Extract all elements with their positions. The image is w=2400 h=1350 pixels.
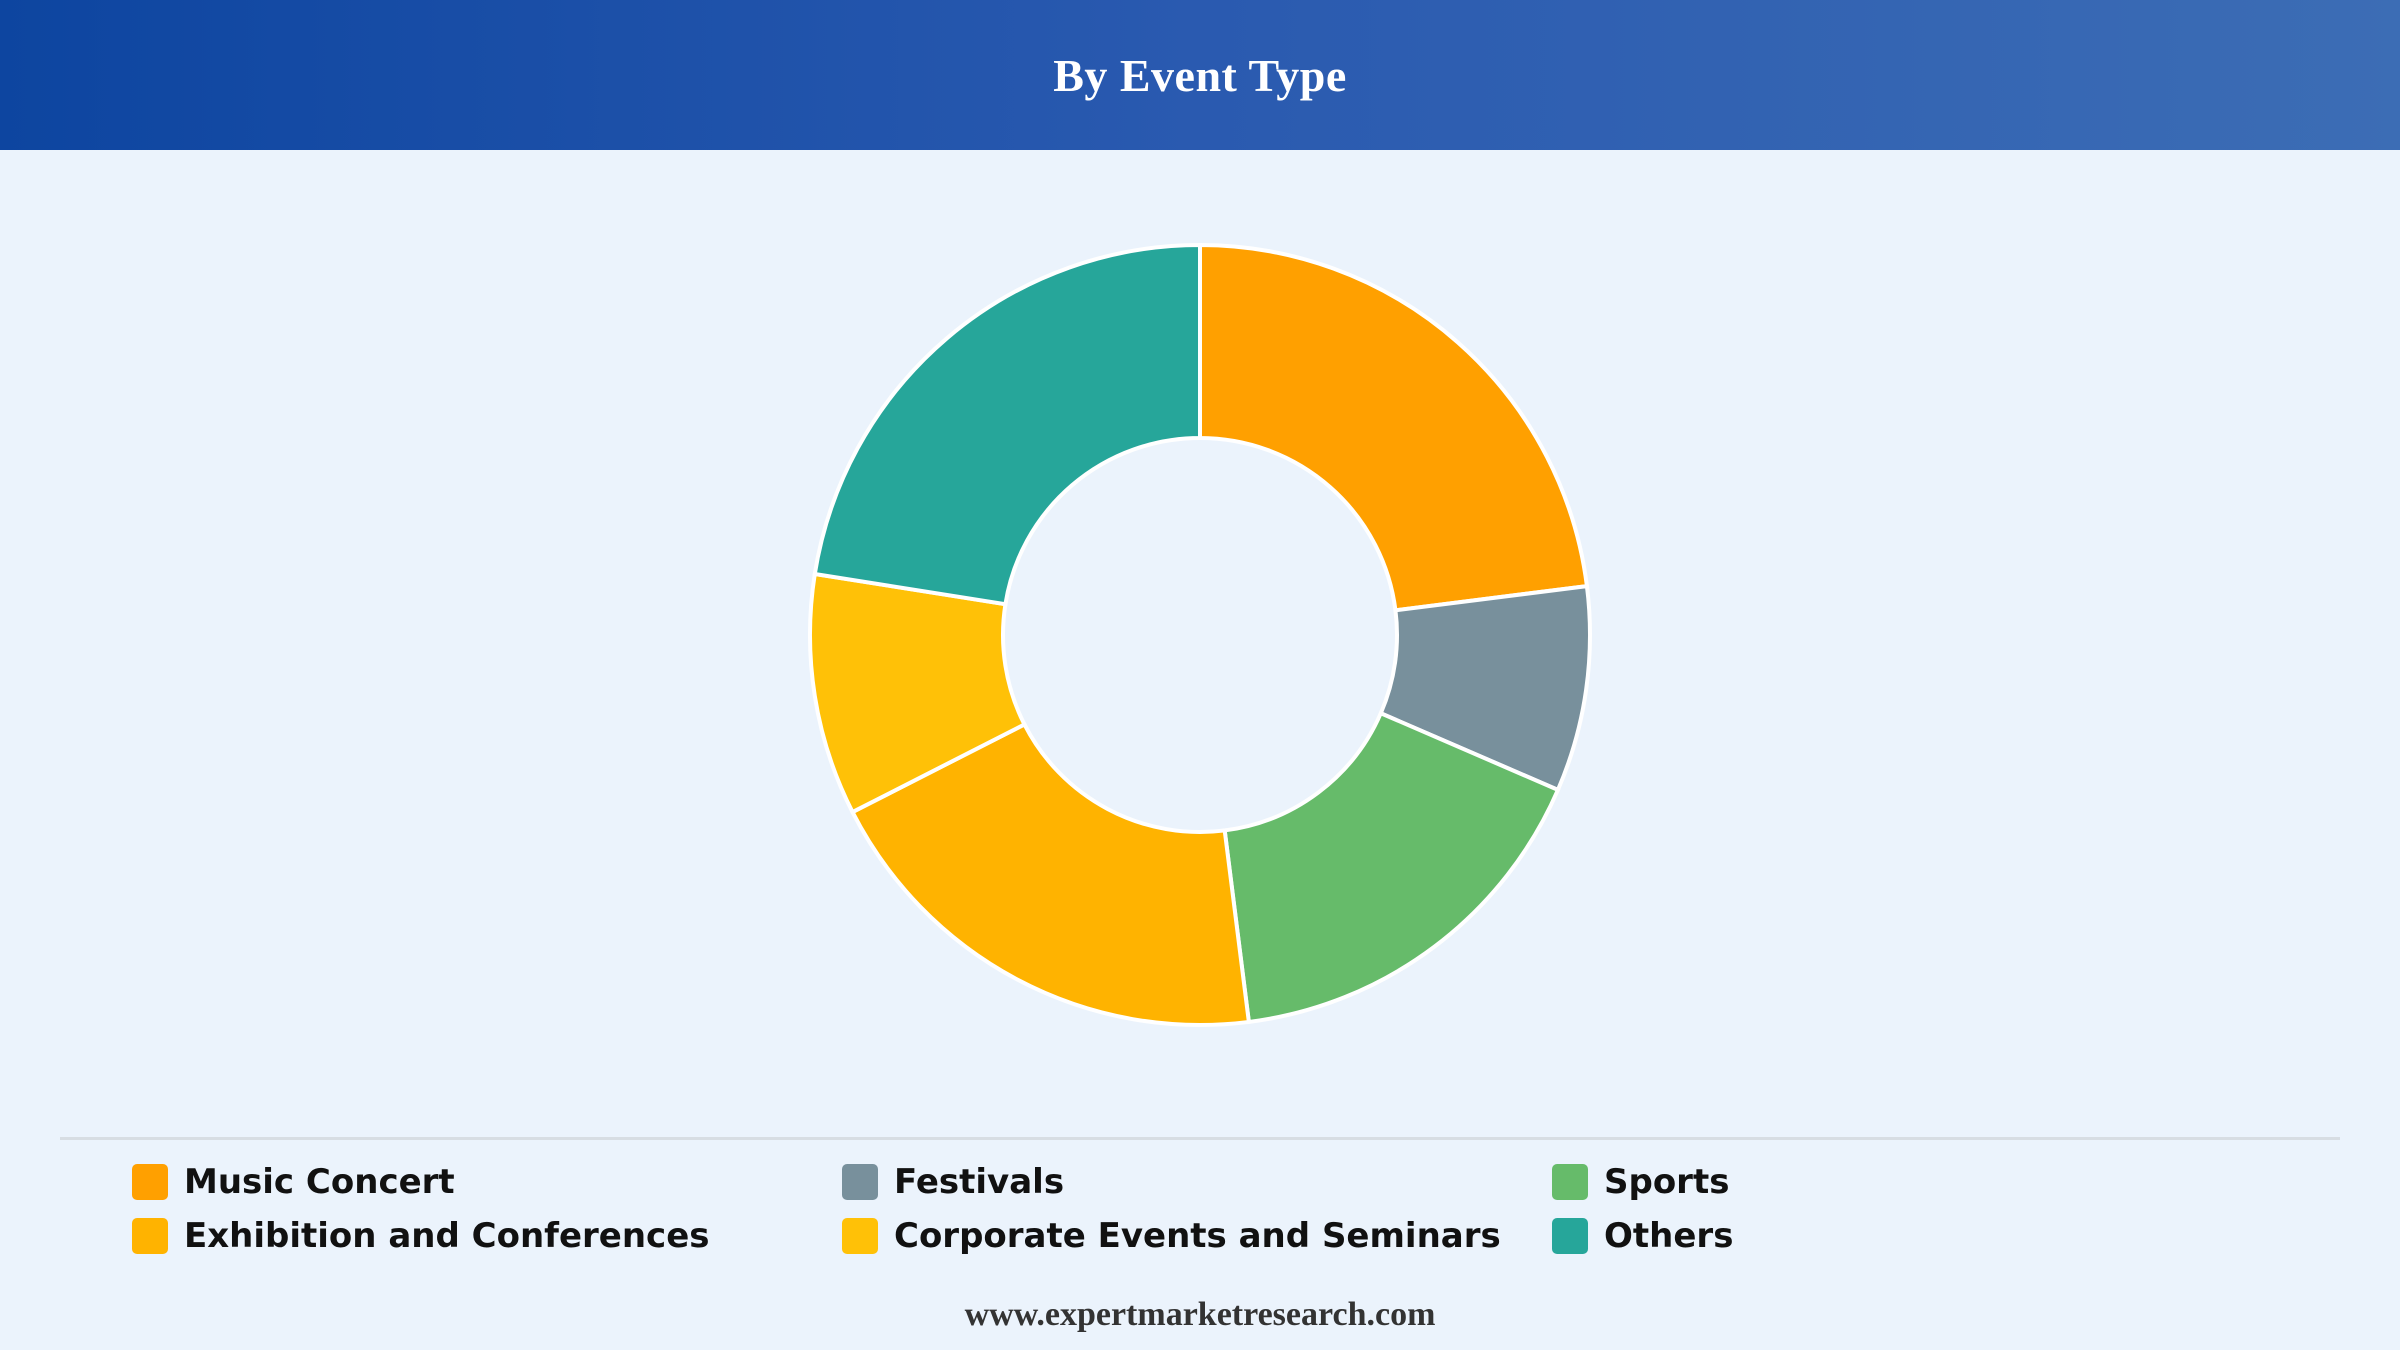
chart-title: By Event Type xyxy=(1053,49,1347,101)
legend-swatch xyxy=(1552,1164,1588,1200)
legend-label: Sports xyxy=(1604,1162,1730,1202)
legend-swatch xyxy=(132,1164,168,1200)
legend-label: Festivals xyxy=(894,1162,1065,1202)
legend-label: Exhibition and Conferences xyxy=(184,1216,710,1256)
donut-slice-corporate-events-and-seminars xyxy=(849,721,1252,1027)
legend-swatch xyxy=(1552,1218,1588,1254)
legend: Music Concert Festivals Sports Exhibitio… xyxy=(132,1155,2272,1263)
legend-label: Music Concert xyxy=(184,1162,455,1202)
legend-divider xyxy=(60,1137,2340,1140)
legend-item-others: Others xyxy=(1552,1209,2262,1263)
source-url: www.expertmarketresearch.com xyxy=(964,1296,1436,1333)
legend-item-sports: Sports xyxy=(1552,1155,2262,1209)
chart-area xyxy=(0,150,2400,1135)
legend-swatch xyxy=(842,1218,878,1254)
chart-header: By Event Type xyxy=(0,0,2400,150)
donut-slice-music-concert xyxy=(1198,242,1590,613)
legend-label: Corporate Events and Seminars xyxy=(894,1216,1501,1256)
legend-swatch xyxy=(132,1218,168,1254)
legend-item-festivals: Festivals xyxy=(842,1155,1552,1209)
legend-swatch xyxy=(842,1164,878,1200)
legend-label: Others xyxy=(1604,1216,1734,1256)
donut-slice-sports xyxy=(1222,710,1561,1025)
donut-chart xyxy=(808,242,1592,1027)
legend-item-corporate-events-and-seminars: Corporate Events and Seminars xyxy=(842,1209,1552,1263)
legend-item-music-concert: Music Concert xyxy=(132,1155,842,1209)
donut-slice-others xyxy=(812,242,1202,607)
legend-item-exhibition-and-conferences: Exhibition and Conferences xyxy=(132,1209,842,1263)
